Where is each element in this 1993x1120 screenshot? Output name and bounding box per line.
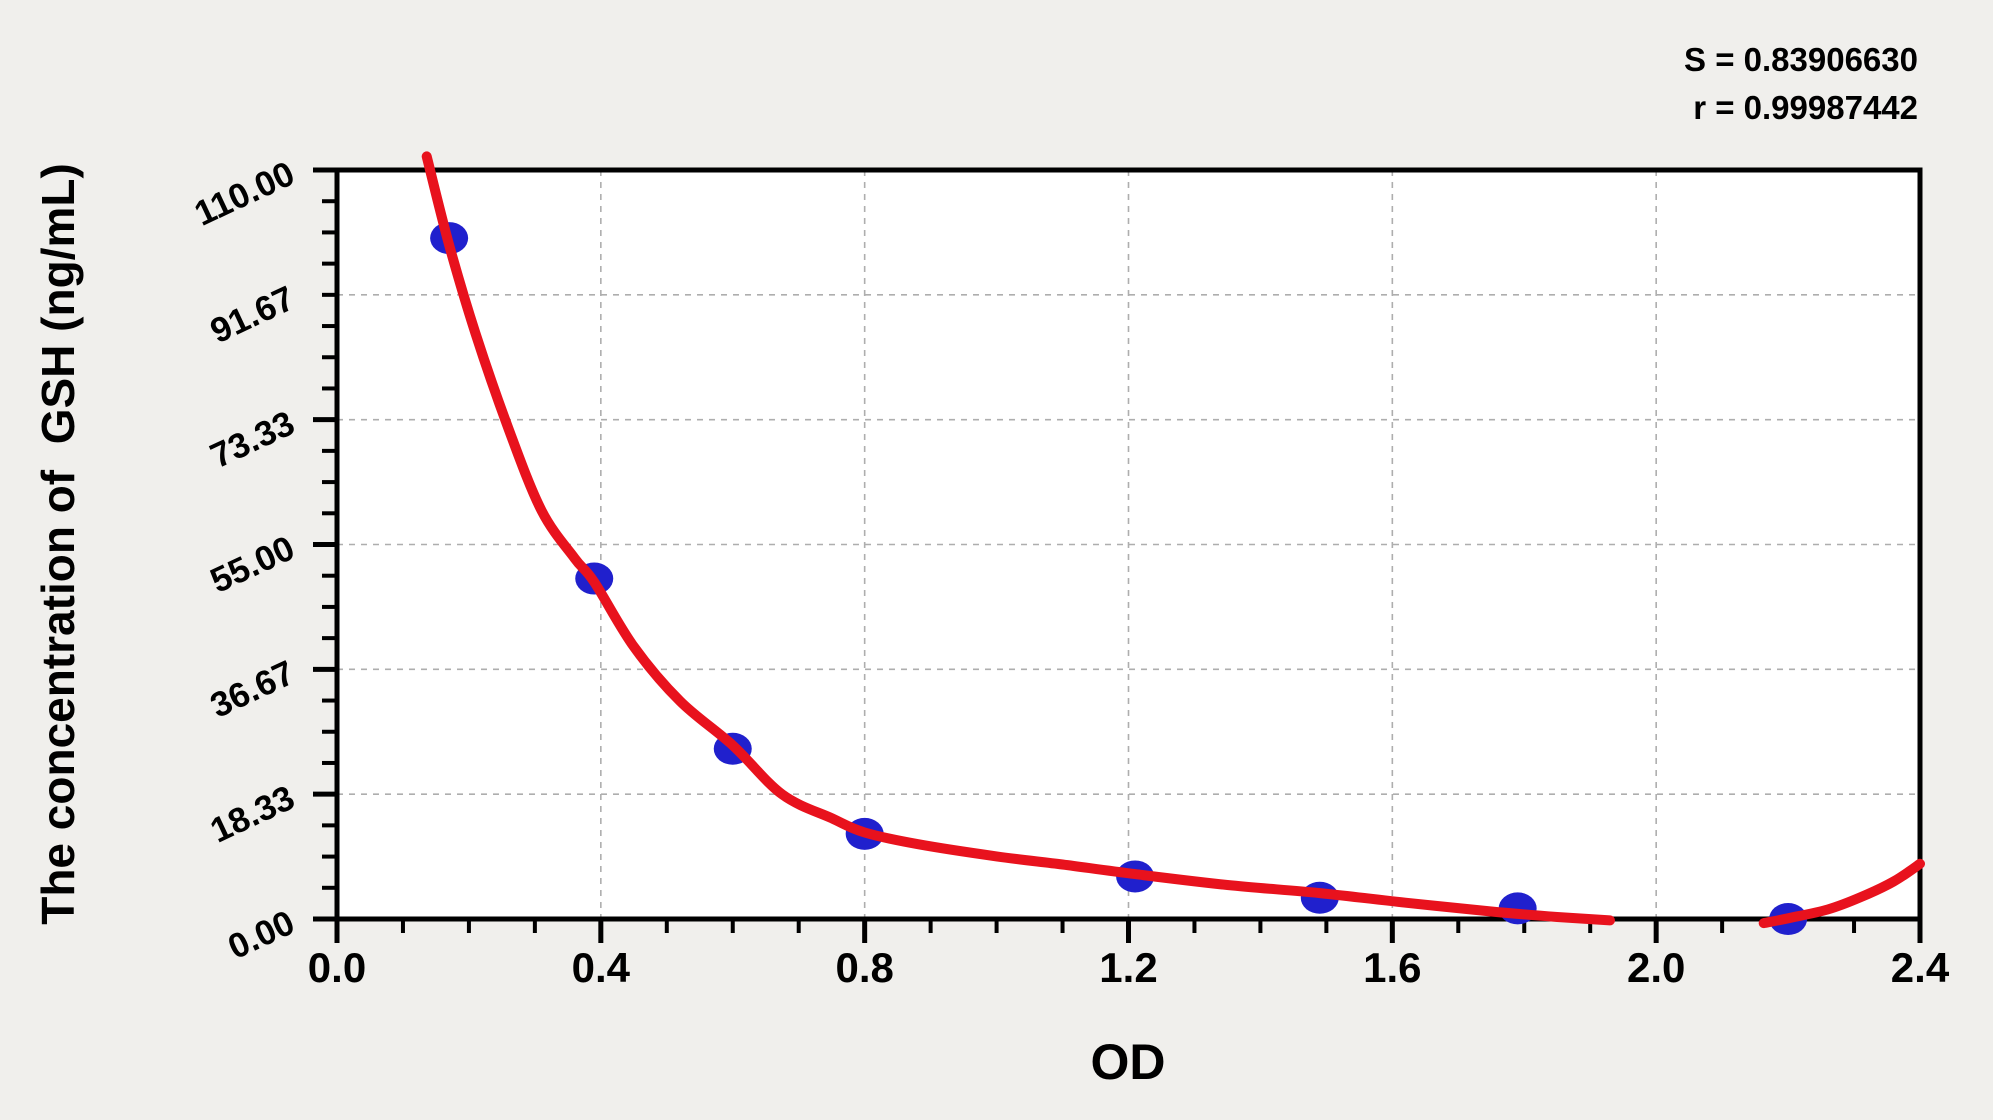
r-value: r = 0.99987442 — [1693, 89, 1918, 126]
y-tick-label: 18.33 — [205, 778, 301, 850]
x-tick-label: 0.4 — [572, 944, 631, 991]
x-tick-label: 1.6 — [1363, 944, 1421, 991]
y-tick-label: 55.00 — [205, 528, 301, 600]
x-tick-label: 0.8 — [835, 944, 893, 991]
fit-statistics: S = 0.83906630 r = 0.99987442 — [1684, 36, 1918, 132]
fitted-curve — [1758, 858, 1925, 929]
fitted-curve — [421, 151, 1615, 926]
y-tick-label: 73.33 — [205, 404, 301, 476]
x-tick-label: 2.4 — [1891, 944, 1950, 991]
x-tick-label: 0.0 — [308, 944, 366, 991]
y-tick-label: 0.00 — [222, 903, 300, 967]
y-tick-label: 36.67 — [205, 653, 301, 725]
x-tick-label: 1.2 — [1099, 944, 1157, 991]
s-value: S = 0.83906630 — [1684, 41, 1918, 78]
y-tick-label: 91.67 — [205, 279, 301, 351]
x-axis-title: OD — [1090, 1034, 1166, 1090]
x-tick-label: 2.0 — [1627, 944, 1685, 991]
y-tick-label: 110.00 — [189, 154, 301, 234]
